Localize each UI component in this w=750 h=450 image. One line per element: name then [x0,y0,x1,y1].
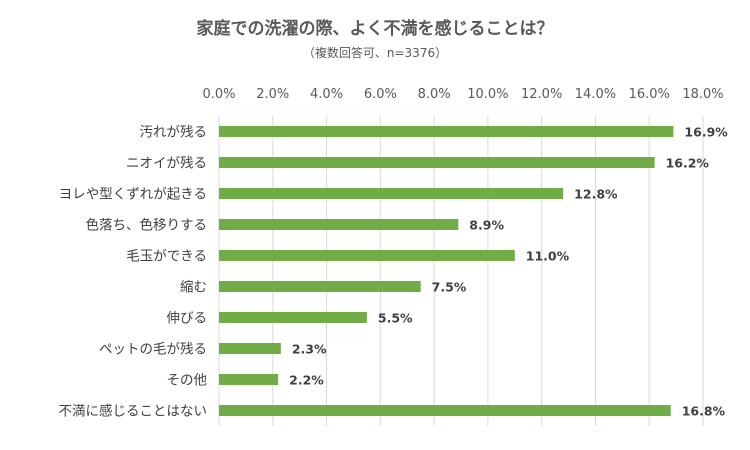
x-tick-label: 4.0% [310,87,343,102]
category-label: 毛玉ができる [126,249,207,265]
bar [219,219,459,230]
data-labels: 16.9% 16.2% 12.8% 8.9% 11.0% 7.5% 5.5% 2.3% 2.2%… [289,125,728,419]
category-label: 不満に感じることはない [59,403,208,420]
bar [219,343,281,354]
x-axis-tick-labels: 0.0% 2.0% 4.0% 6.0% 8.0% 10.0% 12.0% 14.0% 16.0%… [202,87,723,102]
bar [219,374,279,385]
category-label: 伸びる [167,311,208,327]
bar [219,312,367,323]
x-tick-label: 6.0% [364,87,397,102]
bars [219,126,674,416]
data-label: 5.5% [378,311,413,326]
x-tick-label: 18.0% [682,87,723,102]
data-label: 16.9% [684,125,728,140]
bar [219,126,674,137]
data-label: 2.2% [289,373,324,388]
category-label: ヨレや型くずれが起きる [59,187,207,203]
category-label: 縮む [180,280,207,296]
data-label: 11.0% [526,249,570,264]
x-tick-label: 8.0% [418,87,451,102]
category-label: 色落ち、色移りする [86,217,208,234]
category-labels: 汚れが残るニオイが残るヨレや型くずれが起きる色落ち、色移りする毛玉ができる縮む伸… [59,125,208,420]
chart-title: 家庭での洗濯の際、よく不満を感じることは？ [196,19,554,39]
category-label: 汚れが残る [140,125,208,141]
x-tick-label: 14.0% [575,87,616,102]
bar [219,281,421,292]
data-label: 8.9% [469,218,504,233]
x-tick-label: 16.0% [629,87,670,102]
chart-subtitle: （複数回答可、n=3376） [302,46,448,60]
x-tick-label: 10.0% [467,87,508,102]
data-label: 12.8% [574,187,618,202]
category-label: ペットの毛が残る [99,342,207,358]
bar [219,157,655,168]
category-label: その他 [167,373,208,389]
x-tick-label: 0.0% [202,87,235,102]
data-label: 16.2% [666,156,710,171]
category-label: ニオイが残る [126,156,207,172]
bar [219,405,671,416]
x-tick-label: 12.0% [521,87,562,102]
data-label: 2.3% [292,342,327,357]
bar [219,188,564,199]
bar [219,250,515,261]
data-label: 7.5% [432,280,467,295]
data-label: 16.8% [682,404,726,419]
x-tick-label: 2.0% [256,87,289,102]
